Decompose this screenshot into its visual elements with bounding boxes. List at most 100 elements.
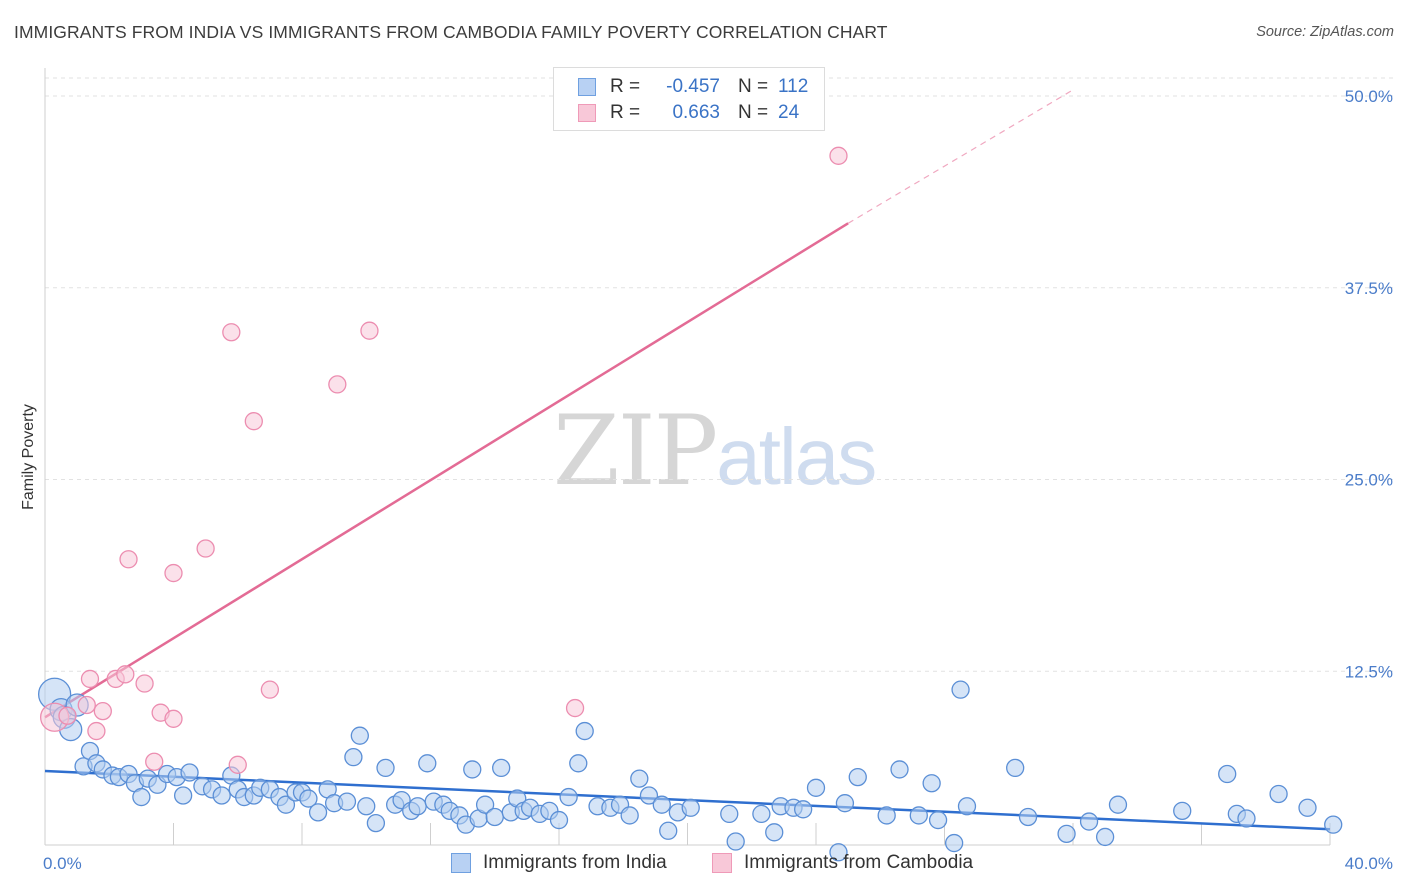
india-point [639, 786, 659, 805]
legend-row-india: R = -0.457 N = 112 [578, 74, 808, 100]
legend-r-label: R = [610, 102, 641, 123]
cambodia-point [260, 680, 280, 699]
india-point [418, 754, 437, 773]
legend-n-label: N = [738, 76, 769, 97]
india-point [463, 760, 482, 779]
cambodia-point [77, 695, 96, 715]
india-point [173, 786, 193, 805]
legend-r-label: R = [610, 76, 641, 97]
cambodia-point [196, 539, 215, 558]
india-point [928, 810, 948, 830]
legend-n-value: 112 [778, 76, 809, 97]
y-axis-label: Family Poverty [20, 404, 37, 510]
trend-lines [44, 89, 1331, 831]
cambodia-point [565, 698, 585, 718]
india-point [475, 795, 495, 814]
cambodia-point [87, 721, 106, 741]
india-point [957, 797, 977, 816]
india-point [569, 754, 588, 773]
legend-item-cambodia: Immigrants from Cambodia [712, 852, 973, 874]
india-point [794, 800, 813, 819]
india-point [337, 792, 357, 811]
india-point [559, 787, 578, 807]
cambodia-point [116, 665, 135, 684]
cambodia-point [244, 412, 263, 431]
india-point [630, 769, 649, 788]
y-tick-label: 37.5% [1345, 279, 1393, 298]
cambodia-point [58, 706, 77, 725]
correlation-legend: R = -0.457 N = 112 R = 0.663 N = 24 [553, 67, 825, 131]
india-point [848, 767, 867, 787]
cambodia-point [80, 669, 100, 689]
india-point [1218, 764, 1237, 784]
india-point [726, 832, 745, 851]
india-point [1324, 815, 1343, 834]
india-points [37, 677, 1343, 862]
india-swatch [578, 78, 596, 96]
legend-n-label: N = [738, 102, 769, 123]
india-point [620, 806, 639, 825]
india-point [1018, 807, 1038, 827]
india-point [485, 807, 504, 827]
india-point [1006, 758, 1025, 778]
cambodia-swatch [578, 104, 596, 122]
india-point [212, 786, 231, 805]
india-point [1173, 801, 1192, 820]
india-point [1237, 809, 1256, 828]
cambodia-trend-extension [847, 89, 1074, 224]
india-point [877, 806, 896, 825]
legend-row-cambodia: R = 0.663 N = 24 [578, 100, 799, 126]
series-legend: Immigrants from India Immigrants from Ca… [0, 852, 1406, 878]
india-point [652, 795, 671, 814]
india-point [951, 680, 970, 699]
cambodia-point [164, 563, 183, 583]
india-point [276, 795, 296, 814]
cambodia-point [135, 674, 154, 693]
india-point [308, 803, 328, 822]
cambodia-swatch [712, 853, 732, 873]
cambodia-point [145, 752, 164, 771]
india-point [909, 806, 928, 825]
india-point [575, 721, 594, 741]
india-point [344, 748, 363, 767]
y-tick-label: 25.0% [1345, 471, 1393, 490]
india-point [765, 823, 784, 842]
x-tick-label: 0.0% [43, 854, 82, 873]
cambodia-point [228, 755, 247, 774]
cambodia-points [39, 146, 848, 774]
india-point [944, 833, 964, 853]
cambodia-point [164, 709, 183, 728]
chart-title: IMMIGRANTS FROM INDIA VS IMMIGRANTS FROM… [14, 22, 888, 42]
x-tick-label: 40.0% [1345, 854, 1393, 873]
india-point [1079, 812, 1099, 831]
india-point [366, 813, 386, 833]
india-point [922, 774, 941, 793]
watermark: ZIPatlas [553, 395, 877, 507]
cambodia-point [360, 321, 379, 340]
india-point [180, 763, 199, 782]
cambodia-point [328, 375, 347, 394]
india-point [720, 804, 739, 824]
india-point [492, 758, 511, 778]
india-point [1298, 798, 1317, 817]
india-point [1269, 784, 1288, 804]
india-point [549, 810, 569, 830]
y-tick-label: 50.0% [1345, 87, 1393, 106]
india-point [890, 760, 909, 779]
india-point [1057, 824, 1076, 844]
source-credit: Source: ZipAtlas.com [1256, 24, 1394, 40]
india-point [752, 804, 771, 824]
legend-r-value: 0.663 [672, 102, 720, 123]
cambodia-point [119, 550, 138, 569]
india-point [835, 794, 855, 813]
cambodia-point [222, 323, 241, 342]
watermark-atlas: atlas [716, 412, 877, 501]
india-point [829, 843, 848, 862]
legend-item-india: Immigrants from India [451, 852, 667, 874]
grid [45, 77, 1395, 672]
cambodia-trend-line [44, 222, 849, 719]
india-point [659, 821, 678, 840]
legend-label-india: Immigrants from India [483, 852, 667, 873]
india-point [376, 758, 395, 778]
